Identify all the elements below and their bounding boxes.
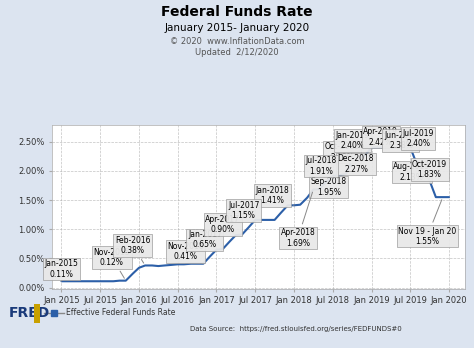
Text: FRED: FRED: [9, 306, 50, 320]
Text: Nov-2015
0.12%: Nov-2015 0.12%: [93, 247, 130, 278]
Text: Jan-2017
0.65%: Jan-2017 0.65%: [188, 230, 222, 250]
Text: Jan-2019
2.40%: Jan-2019 2.40%: [335, 131, 372, 150]
Text: Oct-2019
1.83%: Oct-2019 1.83%: [412, 160, 447, 179]
Text: Apr-2019
2.42%: Apr-2019 2.42%: [364, 127, 398, 147]
Text: Oct-2018
2.19%: Oct-2018 2.19%: [325, 142, 360, 162]
Text: Apr-2018
1.69%: Apr-2018 1.69%: [281, 192, 315, 248]
Text: Federal Funds Rate: Federal Funds Rate: [161, 5, 313, 19]
Text: Nov 19 - Jan 20
1.55%: Nov 19 - Jan 20 1.55%: [398, 200, 456, 246]
Text: Jul-2018
1.91%: Jul-2018 1.91%: [305, 157, 337, 176]
Text: Jul-2019
2.40%: Jul-2019 2.40%: [402, 129, 434, 148]
Text: Data Source:  https://fred.stlouisfed.org/series/FEDFUNDS#0: Data Source: https://fred.stlouisfed.org…: [190, 325, 401, 332]
Text: Jul-2017
1.15%: Jul-2017 1.15%: [228, 201, 259, 220]
Text: Jun-2019
2.38%: Jun-2019 2.38%: [384, 131, 418, 150]
Text: Jan-2015
0.11%: Jan-2015 0.11%: [45, 259, 78, 281]
Text: Aug-2019
2.13%: Aug-2019 2.13%: [393, 162, 430, 182]
Text: Apr-2017
0.90%: Apr-2017 0.90%: [205, 215, 240, 234]
Text: Nov-2016
0.41%: Nov-2016 0.41%: [167, 242, 204, 264]
Text: Dec-2018
2.27%: Dec-2018 2.27%: [338, 154, 374, 174]
Text: Effective Federal Funds Rate: Effective Federal Funds Rate: [66, 308, 176, 317]
Text: Updated  2/12/2020: Updated 2/12/2020: [195, 48, 279, 57]
Text: Feb-2016
0.38%: Feb-2016 0.38%: [115, 236, 151, 263]
Text: January 2015- January 2020: January 2015- January 2020: [164, 23, 310, 33]
Text: Sep-2018
1.95%: Sep-2018 1.95%: [311, 174, 347, 197]
Text: Jan-2018
1.41%: Jan-2018 1.41%: [255, 186, 294, 205]
FancyBboxPatch shape: [34, 304, 40, 323]
Text: © 2020  www.InflationData.com: © 2020 www.InflationData.com: [170, 37, 304, 46]
